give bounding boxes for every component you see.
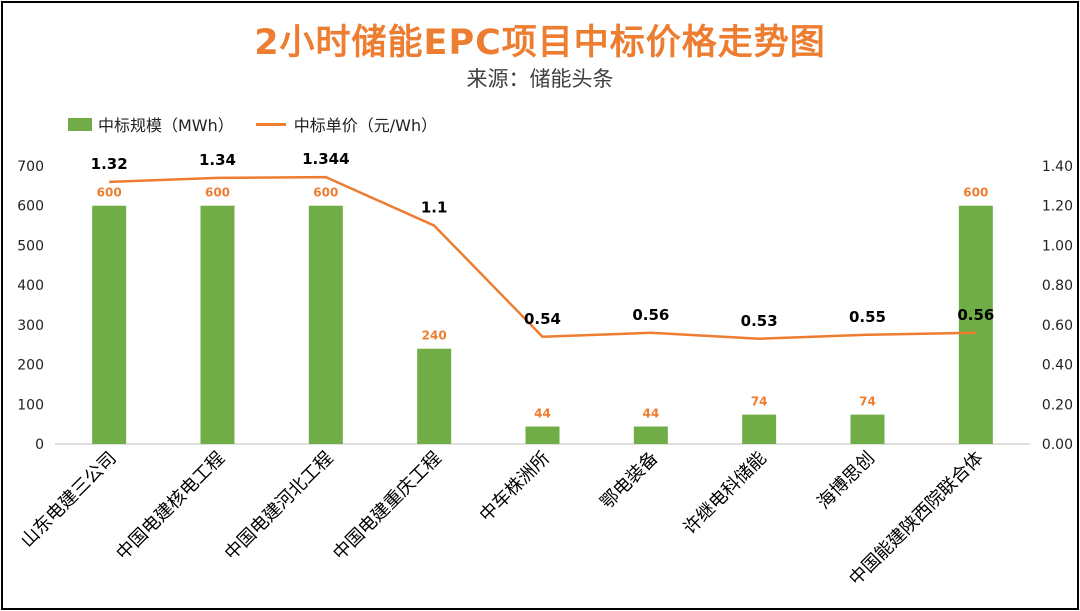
price-line (109, 175, 976, 341)
legend-bar-swatch (68, 117, 92, 131)
y-right-tick-label: 1.40 (1042, 159, 1073, 175)
legend-item-bars: 中标规模（MWh） (68, 112, 234, 136)
chart-title: 2小时储能EPC项目中标价格走势图 (254, 23, 826, 63)
line-value-label: 0.56 (957, 306, 994, 324)
line-value-label: 1.344 (302, 150, 349, 168)
bar (525, 426, 560, 444)
bar-value-label: 74 (751, 395, 768, 409)
bar-value-label: 44 (534, 407, 551, 421)
chart-subtitle: 来源：储能头条 (466, 67, 614, 91)
bar-value-label: 600 (205, 186, 230, 200)
y-left-tick-label: 400 (17, 278, 44, 294)
legend-line-swatch (255, 122, 286, 126)
chart-legend: 中标规模（MWh） 中标单价（元/Wh） (68, 113, 459, 135)
y-right-tick-label: 0.20 (1042, 397, 1073, 413)
x-category-label: 中车株洲所 (476, 448, 554, 526)
bar-value-label: 44 (642, 407, 659, 421)
y-left-tick-label: 200 (17, 358, 44, 374)
bar (417, 348, 452, 444)
legend-line-label: 中标单价（元/Wh） (293, 116, 438, 135)
line-value-label: 1.34 (199, 151, 236, 169)
line-value-label: 0.53 (741, 312, 778, 330)
bar-value-label: 600 (313, 186, 338, 200)
line-value-label: 1.1 (421, 199, 448, 217)
bar (850, 414, 885, 444)
x-category-label: 中国电建重庆工程 (329, 448, 446, 565)
y-right-tick-label: 1.20 (1042, 199, 1073, 215)
legend-bar-label: 中标规模（MWh） (98, 116, 234, 135)
y-left-tick-label: 0 (35, 437, 44, 453)
bar (200, 205, 235, 444)
y-left-tick-label: 300 (17, 318, 44, 334)
bar (308, 205, 343, 444)
y-left-tick-label: 500 (17, 238, 44, 254)
bar (92, 205, 127, 444)
bar-value-label: 600 (97, 186, 122, 200)
bar (633, 426, 668, 444)
legend-item-line: 中标单价（元/Wh） (255, 112, 438, 136)
bar-value-label: 240 (422, 329, 447, 343)
bar (742, 414, 777, 444)
y-right-tick-label: 0.00 (1042, 437, 1073, 453)
y-right-tick-label: 0.60 (1042, 318, 1073, 334)
y-right-tick-label: 1.00 (1042, 238, 1073, 254)
x-category-label: 中国电建核电工程 (112, 448, 229, 565)
bar-value-label: 74 (859, 395, 876, 409)
line-value-label: 0.55 (849, 308, 886, 326)
y-left-tick-label: 100 (17, 397, 44, 413)
y-left-tick-label: 700 (17, 159, 44, 175)
x-category-label: 海博思创 (813, 448, 879, 514)
line-value-label: 1.32 (91, 155, 128, 173)
x-category-label: 山东电建三公司 (17, 448, 121, 552)
y-left-tick-label: 600 (17, 199, 44, 215)
y-right-tick-label: 0.80 (1042, 278, 1073, 294)
line-value-label: 0.54 (524, 310, 561, 328)
x-category-label: 鄂电装备 (597, 448, 663, 514)
y-right-tick-label: 0.40 (1042, 358, 1073, 374)
bar (958, 205, 993, 444)
x-category-label: 许继电科储能 (679, 448, 770, 539)
bar-value-label: 600 (963, 186, 988, 200)
x-category-label: 中国电建河北工程 (221, 448, 338, 565)
line-value-label: 0.56 (632, 306, 669, 324)
